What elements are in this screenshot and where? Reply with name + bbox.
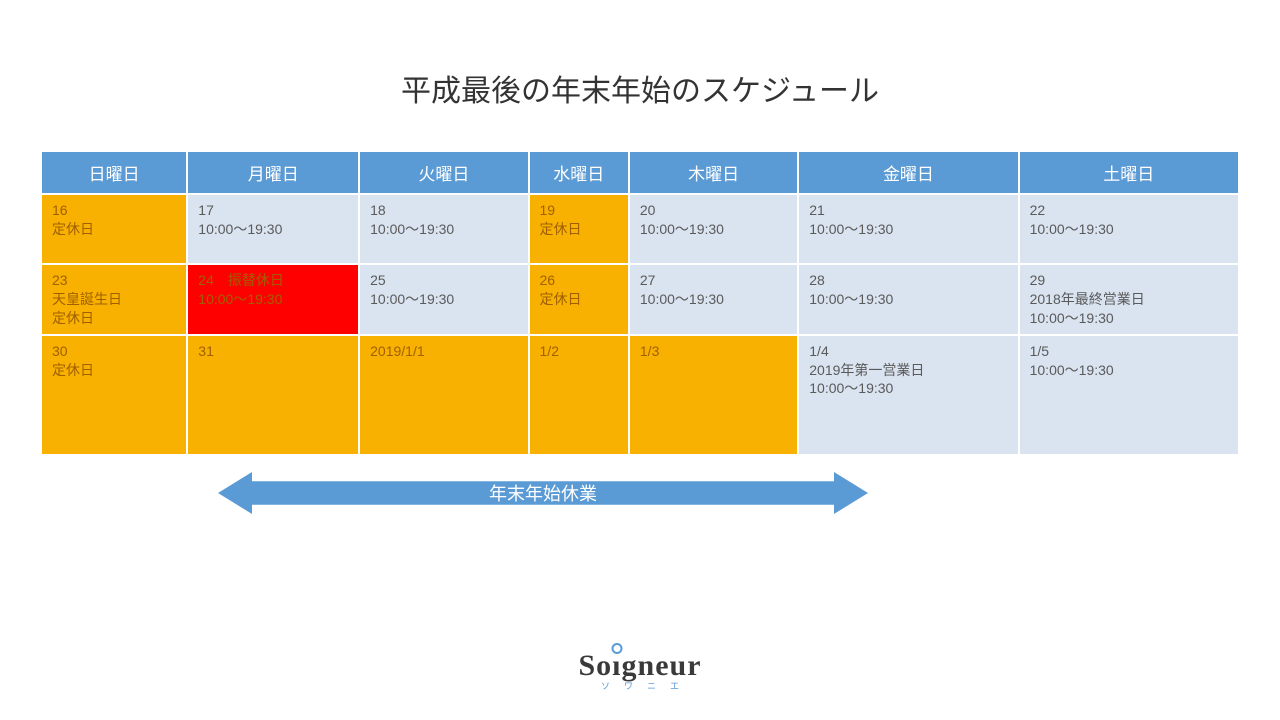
arrow-label: 年末年始休業: [218, 472, 868, 514]
calendar-cell: 23天皇誕生日定休日: [42, 265, 186, 334]
table-row: 23天皇誕生日定休日24 振替休日10:00～19:302510:00～19:3…: [42, 265, 1238, 334]
logo-main: Soıgneur: [0, 649, 1280, 683]
calendar-cell: 1810:00～19:30: [360, 195, 527, 263]
calendar-cell: 1/42019年第一営業日10:00～19:30: [799, 336, 1017, 454]
calendar-cell: 2510:00～19:30: [360, 265, 527, 334]
calendar-cell: 1/3: [630, 336, 797, 454]
calendar-cell: 2210:00～19:30: [1020, 195, 1238, 263]
calendar-cell: 24 振替休日10:00～19:30: [188, 265, 358, 334]
calendar-cell: 1710:00～19:30: [188, 195, 358, 263]
table-row: 30定休日312019/1/11/21/31/42019年第一営業日10:00～…: [42, 336, 1238, 454]
col-header: 水曜日: [530, 152, 628, 193]
table-row: 16定休日1710:00～19:301810:00～19:3019定休日2010…: [42, 195, 1238, 263]
calendar-cell: 2010:00～19:30: [630, 195, 797, 263]
page-title: 平成最後の年末年始のスケジュール: [0, 0, 1280, 150]
brand-logo: Soıgneur ソワニエ: [0, 649, 1280, 692]
col-header: 月曜日: [188, 152, 358, 193]
schedule-table: 日曜日月曜日火曜日水曜日木曜日金曜日土曜日 16定休日1710:00～19:30…: [40, 150, 1240, 456]
calendar-cell: 26定休日: [530, 265, 628, 334]
calendar-cell: 1/510:00～19:30: [1020, 336, 1238, 454]
calendar-cell: 2710:00～19:30: [630, 265, 797, 334]
col-header: 金曜日: [799, 152, 1017, 193]
calendar-cell: 31: [188, 336, 358, 454]
calendar-cell: 1/2: [530, 336, 628, 454]
calendar-cell: 2110:00～19:30: [799, 195, 1017, 263]
calendar-cell: 30定休日: [42, 336, 186, 454]
col-header: 日曜日: [42, 152, 186, 193]
calendar-cell: 19定休日: [530, 195, 628, 263]
calendar-cell: 16定休日: [42, 195, 186, 263]
col-header: 火曜日: [360, 152, 527, 193]
calendar-cell: 2810:00～19:30: [799, 265, 1017, 334]
logo-sub: ソワニエ: [0, 679, 1280, 692]
col-header: 土曜日: [1020, 152, 1238, 193]
col-header: 木曜日: [630, 152, 797, 193]
calendar-cell: 2019/1/1: [360, 336, 527, 454]
table-header-row: 日曜日月曜日火曜日水曜日木曜日金曜日土曜日: [42, 152, 1238, 193]
calendar-cell: 292018年最終営業日10:00～19:30: [1020, 265, 1238, 334]
holiday-span-arrow: 年末年始休業: [218, 472, 868, 514]
